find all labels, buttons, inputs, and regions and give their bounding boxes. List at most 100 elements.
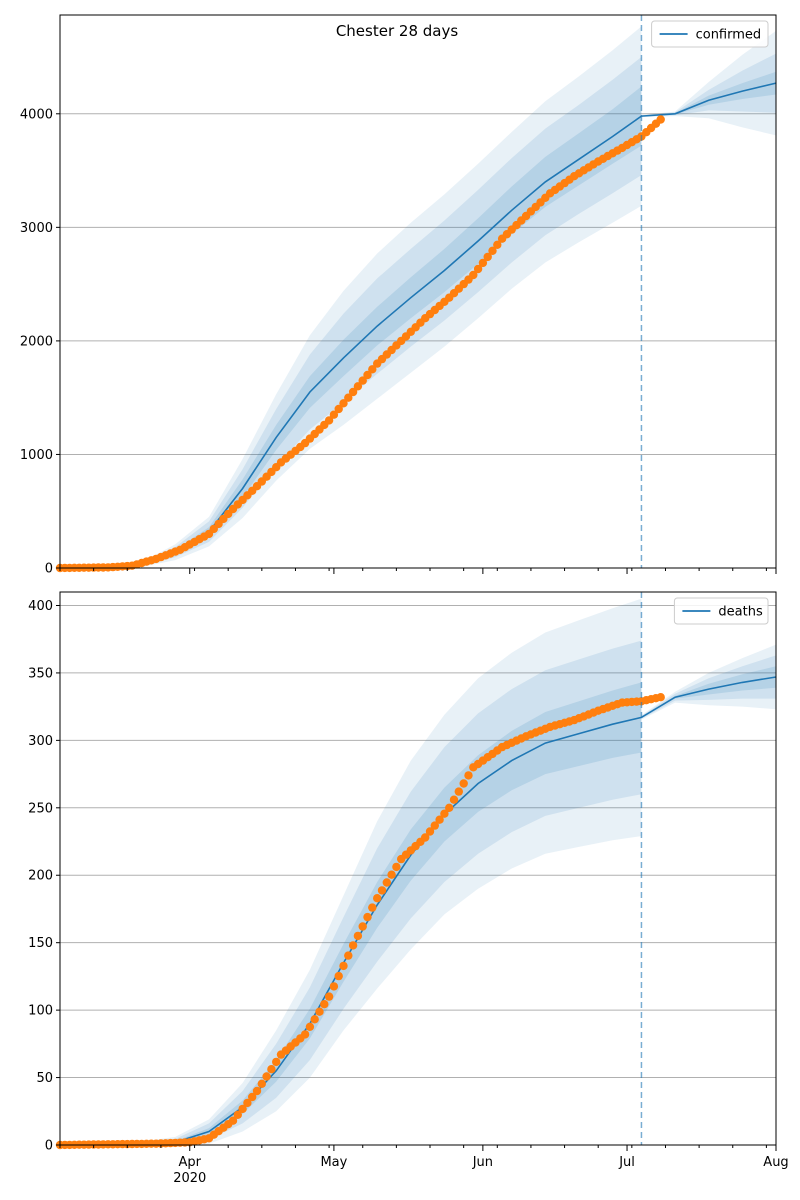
observed-point: [228, 1116, 238, 1125]
uncertainty-band: [641, 644, 776, 720]
observed-point: [464, 771, 473, 780]
observed-point: [473, 264, 483, 274]
observed-point: [387, 870, 396, 879]
uncertainty-band: [641, 666, 776, 718]
observed-point: [329, 982, 339, 991]
y-tick-label: 100: [28, 1004, 53, 1019]
legend-label: confirmed: [696, 28, 762, 43]
observed-point: [382, 878, 391, 887]
observed-point: [454, 787, 463, 796]
y-tick-label: 400: [28, 599, 53, 614]
observed-point: [262, 1072, 271, 1081]
observed-point: [324, 992, 334, 1001]
observed-point: [377, 886, 387, 895]
uncertainty-band: [641, 655, 776, 719]
observed-point: [449, 795, 459, 804]
observed-point: [329, 410, 339, 419]
observed-point: [339, 399, 348, 408]
observed-point: [334, 971, 343, 981]
observed-point: [315, 1007, 324, 1016]
y-tick-label: 0: [45, 562, 53, 577]
observed-point: [363, 370, 372, 380]
y-tick-label: 4000: [20, 107, 53, 122]
y-tick-label: 250: [28, 801, 53, 816]
uncertainty-band: [641, 53, 776, 117]
observed-point: [305, 1022, 315, 1031]
observed-point: [248, 1092, 257, 1102]
observed-point: [373, 894, 382, 903]
legend-label: deaths: [718, 605, 763, 620]
observed-point: [469, 270, 478, 280]
y-tick-label: 1000: [20, 448, 53, 463]
uncertainty-band: [60, 57, 642, 568]
observed-point: [493, 240, 502, 249]
y-tick-label: 300: [28, 734, 53, 749]
observed-point: [478, 258, 488, 268]
x-tick-label: May: [320, 1155, 347, 1170]
observed-point: [488, 246, 497, 255]
observed-point: [459, 779, 468, 788]
x-tick-label: Jun: [472, 1155, 493, 1170]
observed-point: [656, 115, 665, 124]
observed-point: [272, 1057, 281, 1067]
observed-point: [483, 252, 492, 262]
x-tick-label: Apr: [178, 1155, 201, 1170]
observed-point: [339, 961, 348, 971]
observed-point: [238, 1104, 247, 1114]
y-tick-label: 350: [28, 666, 53, 681]
y-tick-label: 3000: [20, 221, 53, 236]
observed-point: [430, 821, 439, 830]
observed-point: [348, 387, 358, 397]
x-tick-label: Aug: [763, 1155, 788, 1170]
uncertainty-band: [60, 26, 642, 568]
observed-point: [368, 903, 377, 912]
observed-point: [252, 1086, 262, 1096]
confirmed-panel: 0 1000 2000 3000 4000 confirmed: [20, 14, 777, 577]
observed-point: [243, 1098, 252, 1108]
uncertainty-band: [60, 86, 642, 568]
legend-box: [651, 20, 769, 48]
legend: confirmed: [651, 20, 769, 48]
observed-point: [233, 1110, 242, 1120]
y-tick-label: 200: [28, 869, 53, 884]
observed-point: [267, 1065, 276, 1074]
observed-point: [368, 365, 377, 374]
legend: deaths: [673, 597, 769, 625]
uncertainty-band: [60, 640, 642, 1145]
observed-point: [392, 862, 401, 872]
observed-point: [344, 951, 353, 960]
observed-point: [310, 1015, 319, 1024]
observed-point: [363, 912, 372, 922]
observed-point: [300, 1030, 310, 1039]
y-tick-label: 2000: [20, 334, 53, 349]
y-tick-label: 0: [45, 1139, 53, 1154]
observed-point: [353, 931, 363, 941]
observed-point: [257, 1079, 266, 1089]
axes-frame: [59, 14, 777, 569]
observed-point: [324, 416, 334, 425]
observed-point: [421, 833, 430, 842]
y-tick-label: 150: [28, 936, 53, 951]
y-tick-label: 50: [36, 1071, 53, 1086]
observed-point: [440, 809, 449, 818]
figure-title: Chester 28 days: [336, 22, 459, 40]
uncertainty-band: [641, 71, 776, 117]
observed-point: [435, 815, 444, 824]
observed-point: [320, 1000, 329, 1009]
observed-point: [358, 922, 367, 931]
observed-point: [425, 827, 435, 836]
observed-point: [348, 941, 358, 950]
observed-point: [344, 393, 353, 402]
uncertainty-band: [641, 30, 776, 136]
x-tick-label: Jul: [618, 1155, 635, 1170]
observed-point: [358, 376, 367, 385]
legend-box: [673, 597, 769, 625]
axes-frame: [59, 591, 777, 1146]
observed-point: [353, 382, 363, 391]
observed-point: [445, 803, 454, 812]
uncertainty-band: [60, 682, 642, 1145]
uncertainty-band: [60, 598, 642, 1145]
x-tick-label: 2020: [173, 1171, 206, 1186]
